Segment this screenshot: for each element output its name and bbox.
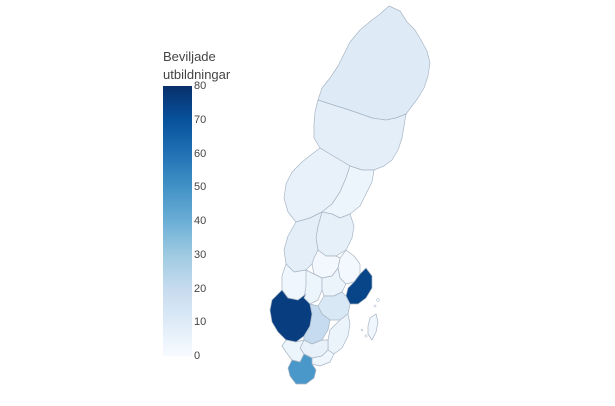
region-shape[interactable]: [317, 5, 431, 121]
colorbar-tick-label: 60: [194, 147, 207, 160]
island-shape: [360, 328, 364, 332]
region-shape[interactable]: [303, 269, 323, 305]
region-shape[interactable]: [281, 339, 305, 363]
colorbar-tick-label: 80: [194, 80, 207, 92]
colorbar-title: Beviljade utbildningar: [163, 48, 230, 84]
region-shape[interactable]: [345, 267, 373, 305]
region-shape[interactable]: [327, 313, 351, 355]
colorbar-tick-label: 20: [194, 282, 207, 295]
region-shape[interactable]: [367, 313, 379, 341]
colorbar-tick-label: 70: [194, 113, 207, 126]
region-shape[interactable]: [287, 353, 317, 385]
region-shape[interactable]: [311, 349, 335, 367]
colorbar-tick-label: 10: [194, 316, 207, 329]
colorbar-tick-label: 50: [194, 181, 207, 194]
island-shape: [364, 334, 368, 338]
island-shape: [376, 298, 380, 302]
colorbar-tick-label: 30: [194, 248, 207, 261]
colorbar-title-line1: Beviljade: [163, 49, 216, 64]
region-shape[interactable]: [321, 267, 347, 297]
islands-layer: [360, 298, 380, 338]
colorbar: [163, 86, 192, 356]
colorbar-tick-label: 40: [194, 215, 207, 227]
colorbar-title-line2: utbildningar: [163, 67, 231, 82]
island-shape: [373, 304, 377, 308]
regions-layer: [269, 5, 431, 385]
colorbar-tick-label: 0: [194, 350, 201, 362]
region-shape[interactable]: [315, 211, 355, 257]
region-shape[interactable]: [313, 99, 407, 171]
